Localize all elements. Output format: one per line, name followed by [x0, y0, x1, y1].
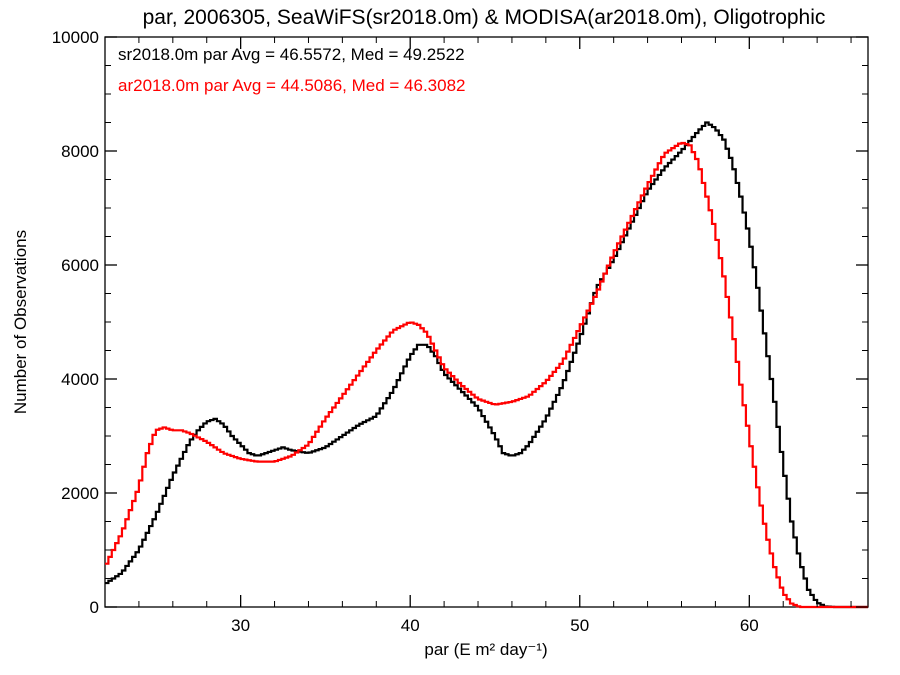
y-tick-label: 6000 — [61, 256, 99, 275]
x-axis-label: par (E m² day⁻¹) — [424, 640, 547, 659]
y-tick-label: 0 — [90, 598, 99, 617]
y-tick-label: 8000 — [61, 142, 99, 161]
tick-layer: 30 40 50 60 0 2000 4000 6000 8000 10000 — [52, 28, 868, 635]
y-tick-label: 2000 — [61, 484, 99, 503]
annotation-ar2018: ar2018.0m par Avg = 44.5086, Med = 46.30… — [118, 76, 466, 95]
y-tick-label: 10000 — [52, 28, 99, 47]
x-tick-label: 60 — [740, 616, 759, 635]
series-line-1 — [105, 141, 868, 609]
x-tick-label: 40 — [401, 616, 420, 635]
chart-title: par, 2006305, SeaWiFS(sr2018.0m) & MODIS… — [143, 6, 826, 29]
series-line-0 — [105, 121, 868, 609]
series-layer — [105, 121, 868, 609]
plot-border — [104, 36, 869, 608]
annotation-sr2018: sr2018.0m par Avg = 46.5572, Med = 49.25… — [118, 45, 465, 64]
x-tick-label: 50 — [570, 616, 589, 635]
plot-frame — [104, 36, 869, 608]
y-axis-label: Number of Observations — [11, 230, 30, 414]
y-tick-label: 4000 — [61, 370, 99, 389]
x-tick-label: 30 — [231, 616, 250, 635]
